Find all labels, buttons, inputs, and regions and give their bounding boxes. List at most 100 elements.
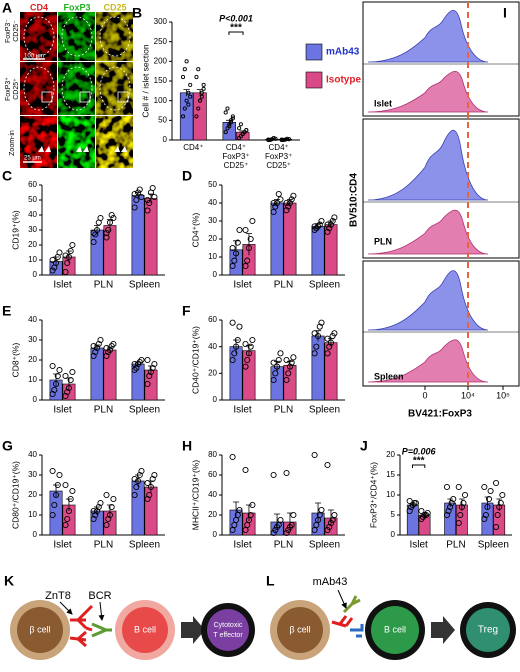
islet-outline (23, 66, 55, 111)
y-tick-label: 0 (33, 395, 38, 404)
islet-outline (99, 66, 131, 111)
data-point (283, 207, 290, 214)
data-point (229, 262, 236, 270)
significance-bracket (412, 464, 426, 468)
data-point (288, 359, 295, 366)
y-tick-label: 250 (154, 37, 168, 46)
data-point (147, 483, 155, 491)
micrograph-signal (96, 62, 133, 115)
data-point (331, 214, 338, 221)
x-tick-label: PLN (446, 540, 465, 551)
panel-letter: G (2, 438, 13, 454)
error-bar (273, 360, 281, 372)
data-point (188, 94, 193, 99)
micrograph-signal (96, 12, 133, 61)
beta-cell-core (17, 607, 63, 653)
data-point (311, 226, 318, 234)
data-point (97, 336, 104, 344)
data-point (244, 257, 251, 264)
y-tick-label: 40 (208, 198, 217, 207)
zoom-box (41, 91, 53, 103)
data-point (231, 257, 238, 264)
data-point (455, 483, 462, 491)
y-tick-label: 60 (208, 470, 217, 479)
bar (90, 347, 104, 401)
data-point (92, 348, 99, 356)
data-point (49, 390, 56, 398)
data-point (273, 363, 281, 370)
receptor (91, 622, 112, 638)
data-point (283, 199, 290, 207)
data-point (90, 238, 97, 246)
y-tick-label: 60 (28, 180, 37, 189)
data-point (201, 86, 206, 91)
x-tick-label: PLN (274, 540, 293, 551)
data-point (194, 75, 199, 80)
data-point (227, 124, 232, 129)
data-point (273, 136, 278, 141)
x-tick-label: Islet (233, 405, 252, 416)
legend-label: Isotype (326, 75, 361, 86)
data-point (279, 137, 284, 142)
data-point (326, 225, 333, 232)
row-label: FoxP3⁻ (5, 19, 12, 43)
data-point (52, 491, 60, 499)
error-bar (286, 360, 294, 370)
data-point (281, 137, 286, 143)
data-point (270, 376, 277, 384)
histogram (367, 9, 489, 63)
data-point (62, 252, 69, 259)
x-tick-label: Spleen (309, 540, 340, 551)
data-point (196, 67, 201, 72)
data-point (49, 511, 56, 519)
data-point (136, 471, 143, 479)
label: BCR (88, 590, 111, 602)
bar (144, 198, 158, 276)
zoom-box (117, 91, 129, 103)
data-point (283, 469, 290, 477)
data-point (105, 348, 112, 356)
data-point (95, 340, 102, 348)
data-point (484, 503, 491, 511)
data-point (64, 259, 71, 267)
data-point (406, 507, 413, 515)
data-point (106, 219, 114, 226)
data-point (275, 190, 282, 198)
data-point (110, 340, 117, 348)
data-point (406, 497, 413, 505)
x-tick-label-box: CD4⁺ FoxP3⁺ CD25⁺ (222, 143, 249, 170)
data-point (229, 453, 236, 461)
data-point (134, 477, 142, 485)
data-point (67, 376, 74, 384)
y-tick-label: 40 (28, 210, 37, 219)
x-tick-label: 10⁴ (461, 390, 475, 400)
x-tick-label: PLN (94, 280, 113, 291)
data-point (285, 370, 292, 377)
data-point (493, 479, 500, 487)
y-tick-label: 10 (28, 375, 37, 384)
t-effector-core (207, 609, 249, 651)
data-point (244, 128, 249, 133)
y-tick-label: 15 (386, 470, 395, 479)
data-point (138, 467, 145, 475)
histogram (367, 270, 489, 331)
data-point (144, 207, 151, 214)
data-point (494, 511, 501, 519)
data-point (290, 511, 297, 519)
x-tick-label-box: CD4⁺ FoxP3⁺ CD25⁺ (265, 143, 292, 170)
y-axis-label: CD40⁺/CD19⁺(%) (190, 326, 200, 394)
y-axis-label: CD4⁺(%) (190, 212, 200, 247)
histogram-frame (362, 260, 520, 387)
data-point (318, 217, 325, 225)
data-point (49, 267, 56, 274)
y-tick-label: 0 (33, 530, 38, 539)
micrograph-signal (20, 12, 57, 61)
data-point (62, 372, 69, 380)
data-point (245, 244, 253, 252)
data-point (93, 226, 101, 234)
y-tick-label: 150 (154, 76, 168, 85)
data-point (273, 523, 281, 531)
y-axis-label: CD19⁺(%) (10, 210, 20, 250)
data-point (229, 244, 236, 252)
islet-outline (61, 16, 93, 57)
